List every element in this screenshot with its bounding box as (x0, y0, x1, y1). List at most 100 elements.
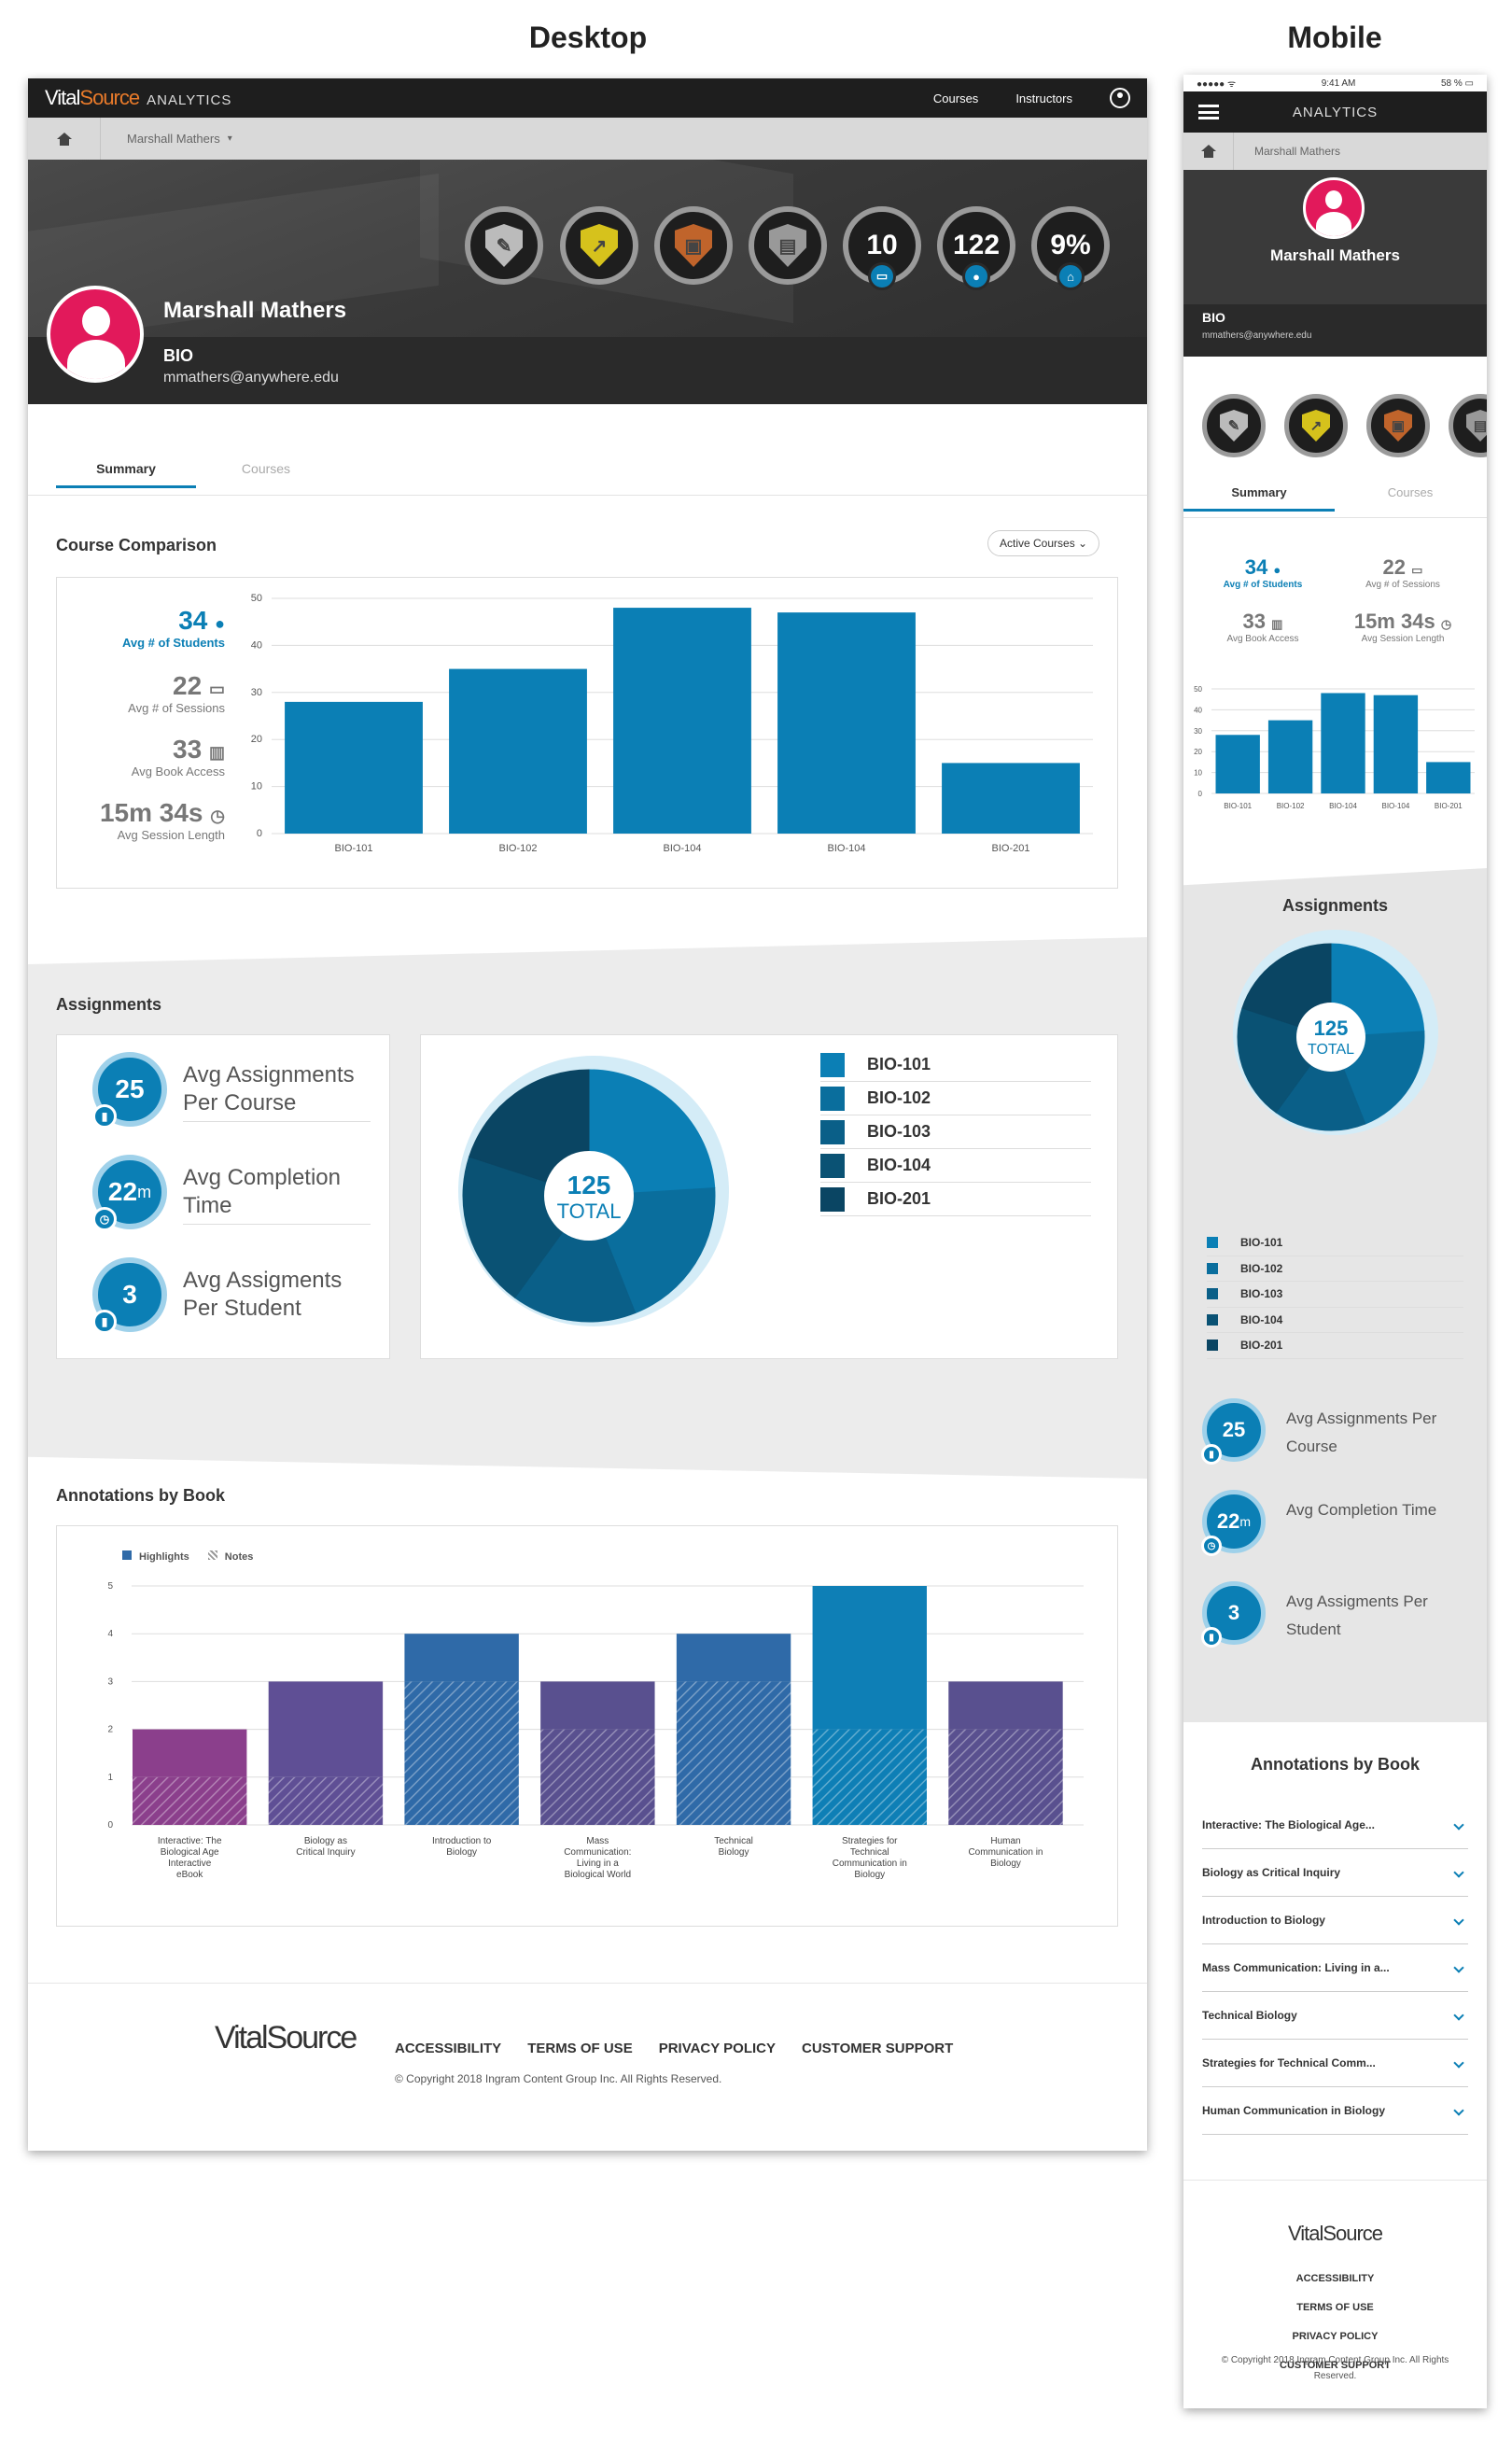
profile-name: Marshall Mathers (163, 298, 347, 323)
profile-name: Marshall Mathers (1270, 246, 1400, 264)
chevron-down-icon (1453, 2105, 1464, 2116)
book-accordion-item[interactable]: Strategies for Technical Comm... (1202, 2040, 1468, 2087)
footer-support-link[interactable]: CUSTOMER SUPPORT (802, 2041, 954, 2056)
achievement-badge-book[interactable]: ▤ (749, 206, 827, 285)
book-accordion-item[interactable]: Human Communication in Biology (1202, 2087, 1468, 2135)
achievement-badge-gold[interactable]: ↗ (560, 206, 638, 285)
notes-bar (676, 1681, 791, 1825)
stat-session-length: 15m 34s ◷ Avg Session Length (57, 798, 225, 842)
notes-bar (540, 1729, 655, 1825)
signal-icon: ●●●●● ᯤ (1197, 79, 1237, 90)
book-accordion-item[interactable]: Interactive: The Biological Age... (1202, 1802, 1468, 1849)
y-tick-label: 2 (107, 1725, 113, 1735)
institution-percent[interactable]: 9% ⌂ (1031, 206, 1110, 290)
footer-logo[interactable]: VitalSource (1287, 2222, 1383, 2245)
footer-copyright: © Copyright 2018 Ingram Content Group In… (1221, 2355, 1449, 2381)
achievement-badge-gold[interactable]: ↗ (1284, 394, 1348, 457)
notes-bar (268, 1776, 384, 1825)
book-accordion-item[interactable]: Mass Communication: Living in a... (1202, 1944, 1468, 1992)
achievement-badge-silver[interactable]: ✎ (465, 206, 543, 285)
stat-book-access: 33 ▥ Avg Book Access (76, 735, 225, 779)
x-tick-label: BIO-104 (664, 843, 702, 854)
bar (1426, 762, 1471, 793)
y-tick-label: 0 (257, 828, 262, 839)
footer-terms-link[interactable]: TERMS OF USE (527, 2041, 633, 2056)
book-icon: ▮ (92, 1310, 117, 1334)
annotations-title: Annotations by Book (1251, 1755, 1420, 1774)
logo-source: Source (79, 86, 140, 109)
nav-courses[interactable]: Courses (932, 91, 979, 105)
book-accordion-item[interactable]: Introduction to Biology (1202, 1897, 1468, 1944)
nav-instructors[interactable]: Instructors (1015, 91, 1072, 105)
mobile-frame: ●●●●● ᯤ 9:41 AM 58 % ▭ ANALYTICS Marshal… (1183, 75, 1487, 2408)
stat-book-access-value: 33 (173, 735, 203, 764)
menu-icon[interactable] (1198, 105, 1219, 119)
y-tick-label: 20 (1194, 748, 1202, 756)
tab-summary[interactable]: Summary (1183, 476, 1335, 512)
breadcrumb-current[interactable]: Marshall Mathers (127, 132, 220, 146)
tab-courses[interactable]: Courses (241, 461, 291, 476)
legend-label: BIO-103 (1240, 1287, 1283, 1301)
stat-students-value: 34 (178, 606, 208, 635)
active-courses-value: Active Courses (1000, 537, 1075, 550)
achievement-badge-bronze[interactable]: ▣ (1366, 394, 1430, 457)
tab-courses[interactable]: Courses (1387, 485, 1434, 499)
user-account-icon[interactable] (1110, 88, 1130, 108)
legend-swatch (820, 1153, 845, 1178)
highlights-bar (676, 1634, 791, 1682)
person-icon: ● (1273, 563, 1281, 577)
avg-completion-value: 22 (1216, 1509, 1240, 1533)
achievement-badge-silver[interactable]: ✎ (1202, 394, 1266, 457)
footer-accessibility-link[interactable]: ACCESSIBILITY (1295, 2273, 1375, 2284)
footer-terms-link[interactable]: TERMS OF USE (1296, 2302, 1374, 2313)
y-tick-label: 40 (251, 639, 262, 651)
home-icon (56, 132, 72, 146)
shield-lock-icon: ▣ (675, 224, 712, 267)
stat-session-length: 15m 34s ◷ Avg Session Length (1342, 610, 1463, 644)
chevron-down-icon[interactable]: ▾ (227, 133, 232, 144)
home-breadcrumb[interactable] (28, 118, 101, 160)
legend-item: BIO-104 (1207, 1308, 1463, 1333)
footer-logo[interactable]: VitalSource (215, 2020, 357, 2055)
book-accordion-item[interactable]: Technical Biology (1202, 1992, 1468, 2040)
footer-privacy-link[interactable]: PRIVACY POLICY (1292, 2331, 1379, 2342)
tab-summary[interactable]: Summary (56, 452, 196, 488)
shield-book-icon: ▤ (1466, 410, 1487, 442)
y-tick-label: 0 (107, 1820, 113, 1831)
breadcrumb-current[interactable]: Marshall Mathers (1254, 145, 1341, 158)
assignments-title: Assignments (1281, 896, 1389, 915)
legend-label: BIO-101 (1240, 1236, 1283, 1250)
x-tick-label: BIO-101 (335, 843, 373, 854)
footer-accessibility-link[interactable]: ACCESSIBILITY (395, 2041, 502, 2056)
students-count[interactable]: 122 ● (937, 206, 1015, 290)
book-icon: ▥ (208, 743, 225, 762)
presentations-count[interactable]: 10 ▭ (843, 206, 921, 290)
book-accordion-item[interactable]: Biology as Critical Inquiry (1202, 1849, 1468, 1897)
avg-assignments-course-label: Avg Assignments Per Course (1286, 1410, 1437, 1455)
chevron-down-icon (1453, 1962, 1464, 1973)
active-courses-dropdown[interactable]: Active Courses ⌄ (987, 530, 1100, 556)
legend-item: BIO-101 (1207, 1230, 1463, 1256)
logo[interactable]: VitalSource ANALYTICS (45, 86, 231, 110)
highlights-bar (404, 1634, 519, 1682)
book-accordion-title: Human Communication in Biology (1202, 2104, 1386, 2117)
stat-session-length-label: Avg Session Length (1361, 634, 1445, 644)
x-tick-label: Introduction to Biology (432, 1836, 492, 1858)
footer-privacy-link[interactable]: PRIVACY POLICY (658, 2041, 777, 2056)
achievement-badge-bronze[interactable]: ▣ (654, 206, 733, 285)
avg-assignments-student-label: Avg Assigments Per Student (1286, 1592, 1428, 1638)
legend-label: BIO-102 (867, 1088, 931, 1107)
legend-swatch (820, 1052, 845, 1077)
legend-highlights: Highlights (122, 1550, 189, 1563)
chevron-down-icon: ⌄ (1078, 537, 1088, 550)
stat-students: 34 ● Avg # of Students (76, 606, 225, 650)
footer-support-link[interactable]: CUSTOMER SUPPORT (1280, 2360, 1391, 2371)
legend-item: BIO-102 (1207, 1256, 1463, 1282)
avg-assignments-course-circle: 25 ▮ (1201, 1398, 1266, 1465)
institution-percent-value: 9% (1050, 230, 1091, 260)
home-breadcrumb[interactable] (1183, 133, 1234, 170)
mobile-badges-row: ✎ ↗ ▣ ▤ (1183, 385, 1487, 469)
achievement-badge-book[interactable]: ▤ (1449, 394, 1487, 457)
avg-assignments-student-label: Avg Assigments Per Student (183, 1268, 343, 1321)
